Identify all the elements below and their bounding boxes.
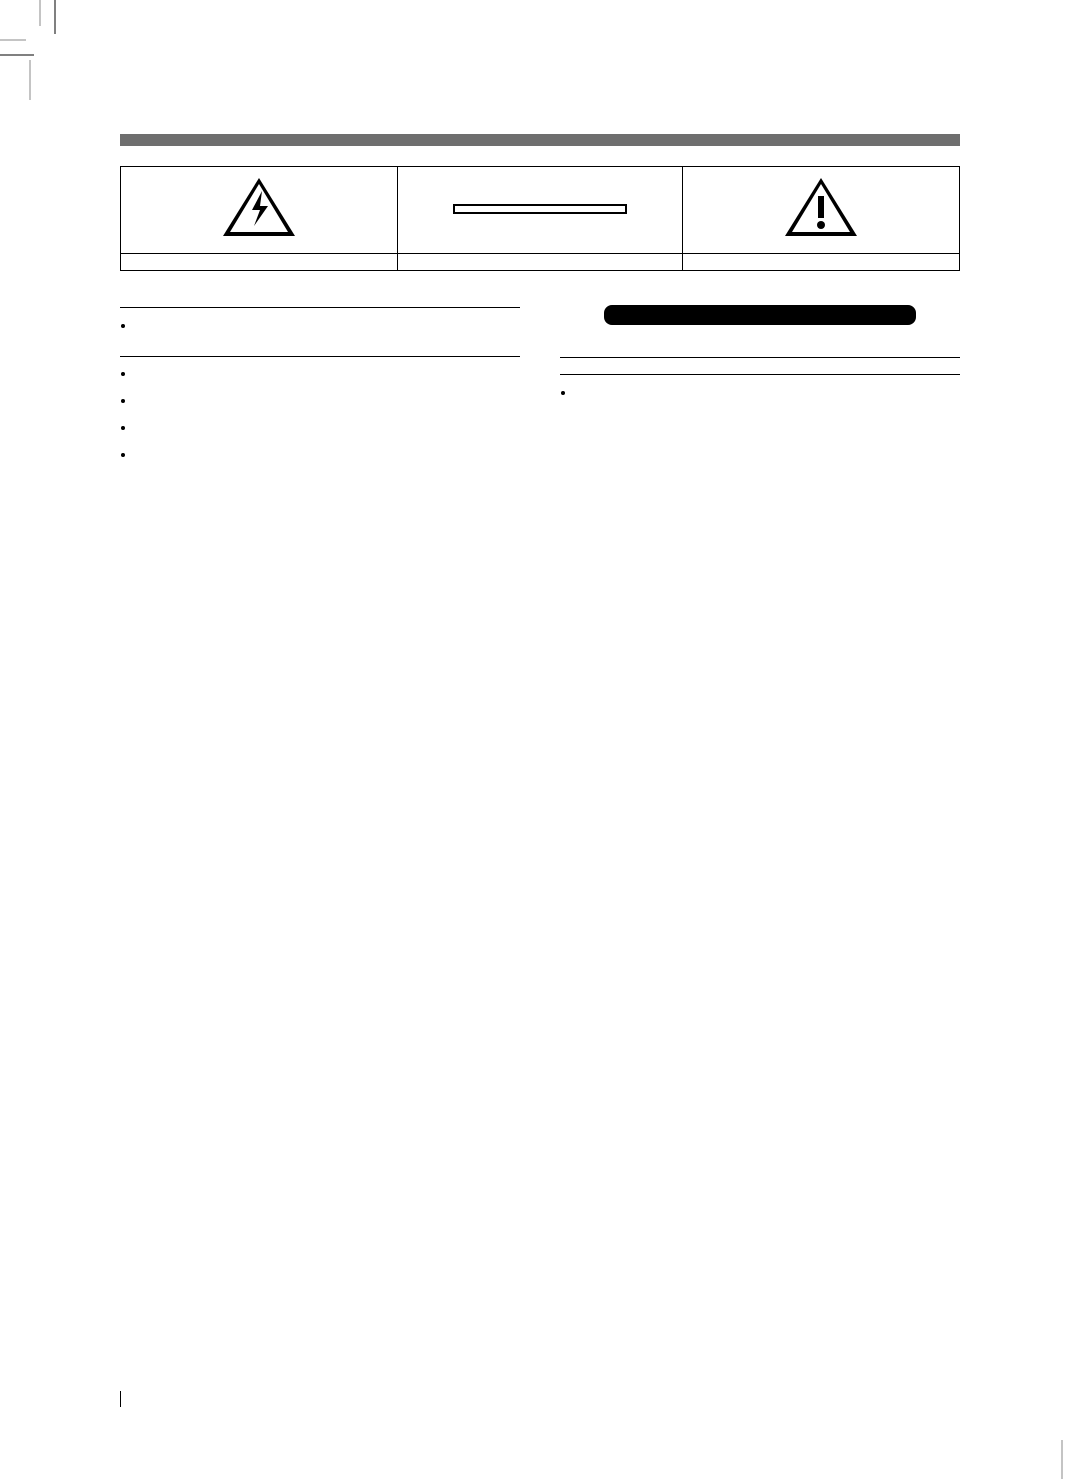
manual-page (0, 0, 1080, 1479)
attention-box (453, 204, 627, 214)
left-column (120, 305, 520, 483)
lightning-triangle-icon (220, 176, 298, 238)
section-heading-bar (120, 134, 960, 146)
left-list-1 (120, 316, 520, 336)
list-item (136, 365, 520, 384)
list-item (136, 392, 520, 411)
laser-class-label (604, 305, 916, 325)
warning-cell-3 (683, 254, 960, 271)
left-heading-1 (120, 305, 520, 308)
two-column-body (120, 305, 960, 483)
right-heading-1 (560, 355, 960, 358)
list-item (136, 446, 520, 465)
right-column (560, 305, 960, 483)
list-item (136, 419, 520, 438)
left-heading-2 (120, 354, 520, 357)
list-item (576, 383, 960, 403)
warning-symbol-table (120, 166, 960, 271)
warning-cell-1 (121, 254, 398, 271)
left-list-2 (120, 365, 520, 464)
lightning-icon-cell (121, 167, 398, 254)
right-list-2 (560, 383, 960, 403)
exclamation-triangle-icon (782, 176, 860, 238)
attention-box-cell (397, 167, 682, 254)
warning-cell-2 (397, 254, 682, 271)
list-item (136, 316, 520, 336)
right-heading-2 (560, 372, 960, 375)
exclamation-icon-cell (683, 167, 960, 254)
page-number-footer (120, 1391, 129, 1409)
